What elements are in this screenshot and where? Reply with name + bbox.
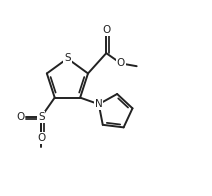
Text: O: O — [16, 112, 24, 122]
Text: S: S — [38, 112, 45, 122]
Text: O: O — [102, 25, 110, 35]
Text: N: N — [95, 99, 103, 109]
Text: O: O — [117, 58, 125, 68]
Text: S: S — [64, 54, 71, 64]
Text: O: O — [37, 133, 45, 143]
